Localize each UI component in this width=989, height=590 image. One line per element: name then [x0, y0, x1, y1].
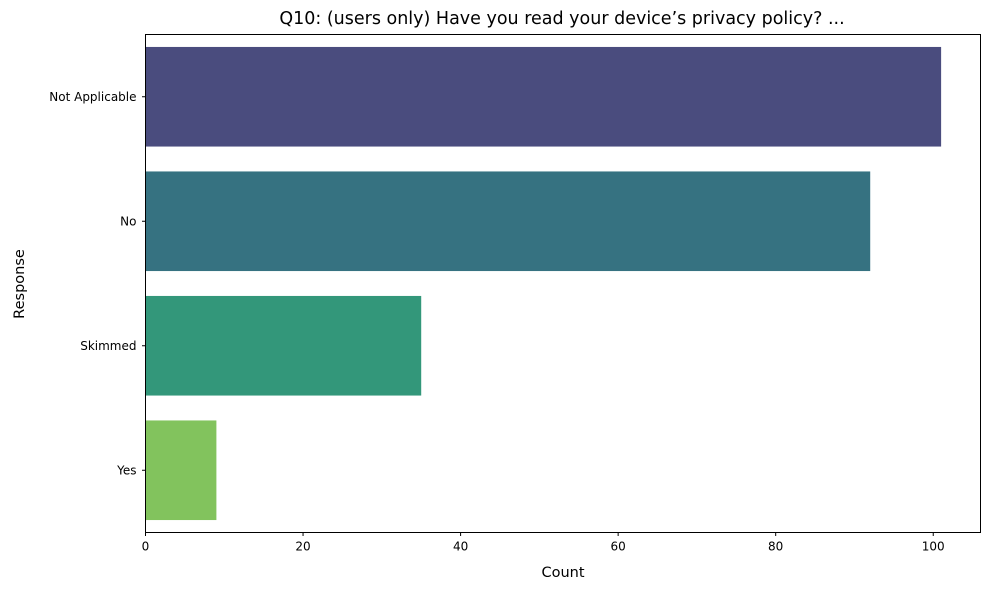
plot-frame	[145, 34, 981, 533]
x-tick-label: 20	[295, 540, 310, 554]
x-axis-label: Count	[541, 565, 584, 581]
y-tick-label: Not Applicable	[49, 90, 136, 104]
y-tick-label: No	[120, 214, 136, 228]
x-tick-label: 0	[142, 540, 150, 554]
y-axis-ticks: Not Applicable No Skimmed Yes	[49, 90, 146, 477]
bars-group	[145, 46, 942, 521]
bar-yes	[145, 420, 217, 521]
bar-no	[145, 171, 871, 272]
x-tick-label: 60	[611, 540, 626, 554]
y-axis-label: Response	[12, 249, 28, 319]
x-axis-ticks: 0 20 40 60 80 100	[142, 532, 945, 554]
bar-not-applicable	[145, 46, 942, 147]
chart-title: Q10: (users only) Have you read your dev…	[279, 9, 844, 29]
bar-skimmed	[145, 295, 422, 396]
x-tick-label: 40	[453, 540, 468, 554]
y-tick-label: Yes	[116, 463, 136, 477]
y-tick-label: Skimmed	[80, 339, 136, 353]
x-tick-label: 100	[922, 540, 945, 554]
x-tick-label: 80	[768, 540, 783, 554]
